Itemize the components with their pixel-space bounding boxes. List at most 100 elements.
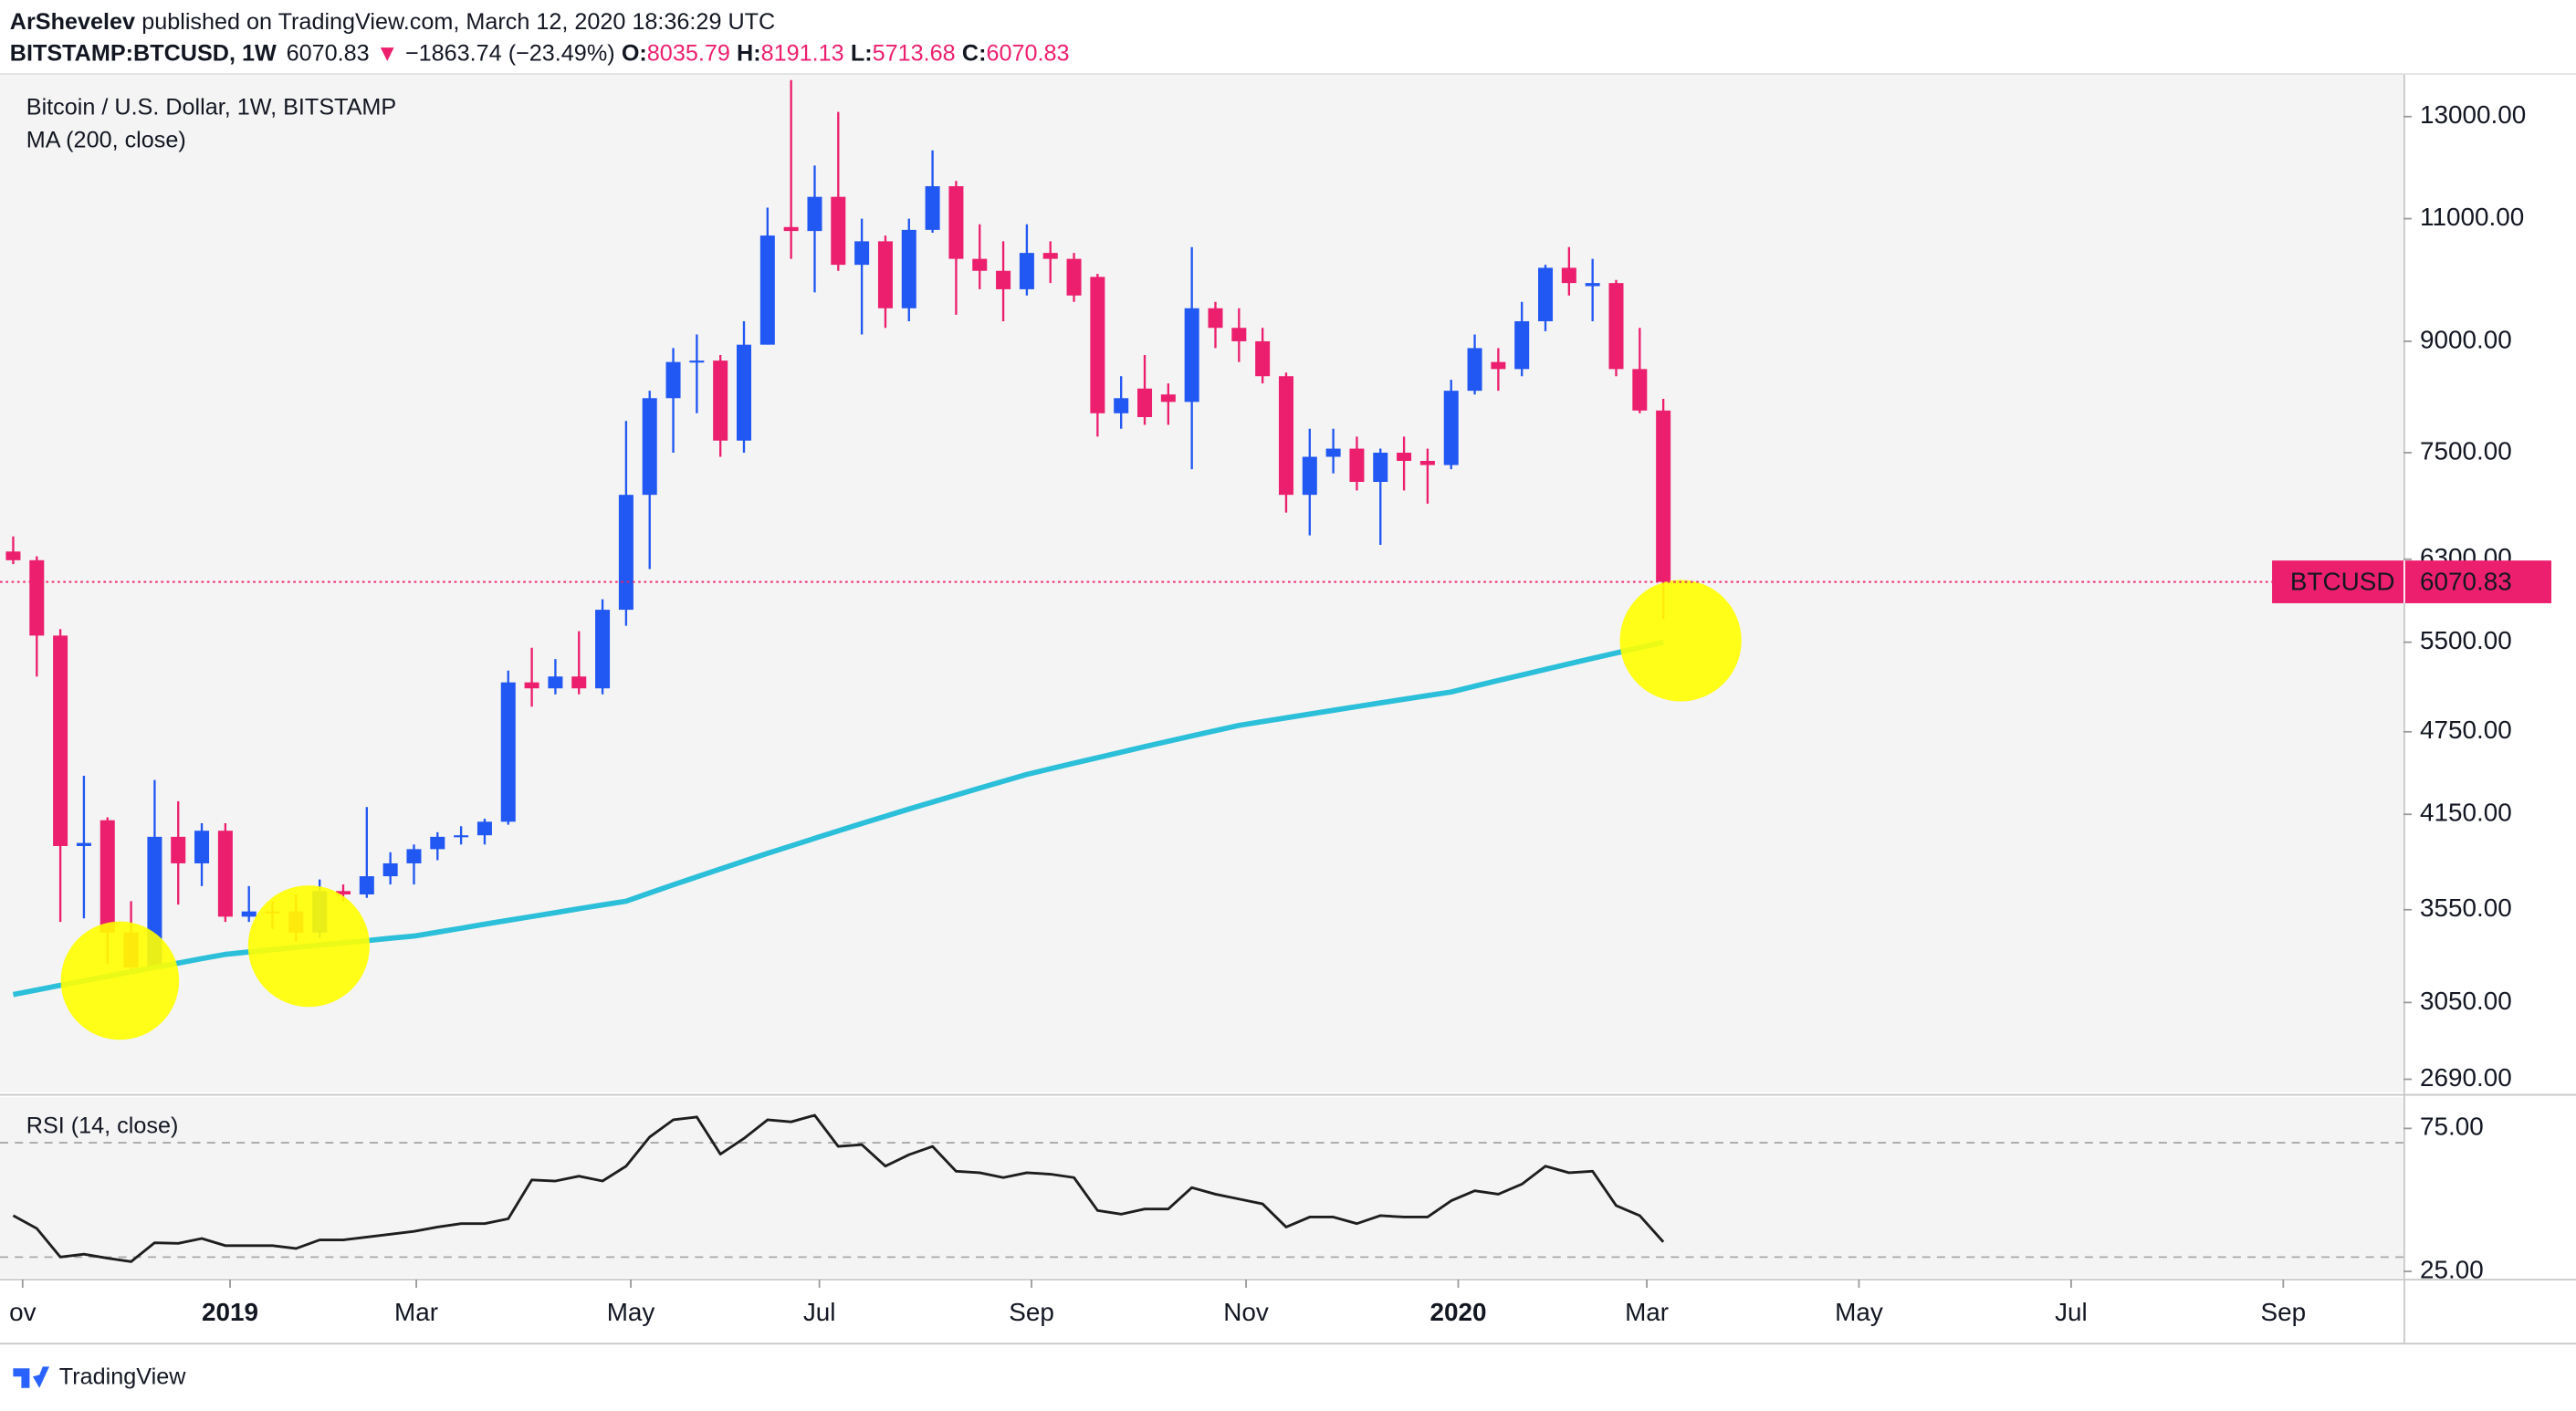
y-tick-label: 75.00 (2420, 1113, 2484, 1141)
ma-legend: MA (200, close) (26, 127, 186, 152)
candle-body (1019, 253, 1034, 289)
x-tick-label: Nov (1223, 1298, 1269, 1326)
candle-body (1231, 328, 1247, 341)
x-tick-label: 2019 (202, 1298, 258, 1326)
candle-body (925, 186, 940, 230)
candle-body (595, 610, 611, 689)
candle-body (1397, 453, 1412, 461)
open-label: O: (622, 40, 647, 66)
highlight-circle (1619, 580, 1742, 702)
candle-body (759, 235, 775, 345)
candle-body (831, 196, 846, 266)
candle-body (1443, 391, 1459, 465)
low-label: L: (851, 40, 873, 66)
x-tick-label: Sep (2261, 1298, 2307, 1326)
candle-body (1325, 448, 1341, 457)
candle-body (1491, 361, 1506, 370)
candle-body (689, 361, 705, 363)
candle-body (783, 226, 799, 232)
rsi-legend: RSI (14, close) (26, 1113, 179, 1138)
candle-body (335, 891, 351, 895)
candle-body (524, 682, 539, 689)
price-tag-symbol: BTCUSD (2290, 568, 2395, 596)
candle-body (1042, 253, 1058, 259)
axes: 2690.00 3050.00 3550.00 4150.00 4750.00 5500.… (9, 100, 2552, 1326)
candle-body (1066, 258, 1082, 296)
x-tick-label: Jul (803, 1298, 836, 1326)
candle-body (1090, 277, 1105, 413)
candle-body (194, 831, 210, 863)
candle-body (948, 186, 964, 259)
candle-body (901, 229, 916, 308)
candle-body (430, 836, 445, 850)
candle-body (99, 820, 115, 933)
candle-body (1160, 394, 1176, 402)
y-tick-label: 5500.00 (2420, 626, 2512, 654)
candle-body (1137, 388, 1153, 417)
published: published on TradingView.com, March 12, … (141, 9, 775, 35)
y-tick-label: 4150.00 (2420, 799, 2512, 827)
candle-body (406, 849, 422, 863)
x-tick-label: 2020 (1429, 1298, 1486, 1326)
high-label: H: (737, 40, 761, 66)
y-tick-label: 11000.00 (2420, 203, 2524, 231)
candle-body (1514, 320, 1530, 370)
candle-body (877, 241, 893, 308)
candle-body (1632, 369, 1648, 411)
candle-body (1255, 340, 1271, 377)
rsi-line (12, 1113, 1665, 1263)
candle-body (1349, 448, 1365, 483)
y-tick-label: 9000.00 (2420, 325, 2512, 353)
x-tick-label: ov (9, 1298, 37, 1326)
candle-body (171, 836, 186, 863)
candle-body (548, 676, 563, 689)
candle-body (1373, 453, 1388, 483)
rsi-plot (0, 1113, 2404, 1263)
candle-body (359, 876, 374, 895)
footer-logo (13, 1366, 49, 1388)
candle-body (1538, 267, 1554, 321)
x-tick-label: May (1835, 1298, 1883, 1326)
x-tick-label: Jul (2055, 1298, 2088, 1326)
candle-body (1114, 398, 1129, 413)
candle-body (76, 842, 91, 846)
highlight-circle (60, 921, 180, 1040)
candle-body (1467, 348, 1482, 392)
candle-body (1302, 456, 1317, 496)
price-tag-value: 6070.83 (2420, 568, 2512, 596)
candle-body (500, 682, 516, 822)
low-value: 5713.68 (873, 40, 956, 66)
last-price: 6070.83 (287, 40, 370, 66)
y-tick-label: 2690.00 (2420, 1063, 2512, 1092)
y-tick-label: 4750.00 (2420, 716, 2512, 744)
x-tick-label: Mar (1625, 1298, 1669, 1326)
brand: TradingView (59, 1364, 186, 1390)
header-line-2: BITSTAMP:BTCUSD, 1W 6070.83 ▼ −1863.74 (−23… (10, 40, 1070, 66)
candle-body (53, 635, 68, 846)
candle-body (476, 821, 492, 836)
high-value: 8191.13 (761, 40, 844, 66)
y-tick-label: 25.00 (2420, 1255, 2484, 1283)
candle-body (713, 361, 728, 441)
candle-body (1184, 308, 1199, 402)
candle-body (5, 551, 21, 560)
symbol: BITSTAMP:BTCUSD, 1W (10, 40, 277, 66)
close-label: C: (962, 40, 987, 66)
candle-body (1608, 283, 1624, 370)
candle-body (241, 911, 257, 917)
candle-body (1278, 376, 1293, 496)
y-tick-label: 3050.00 (2420, 987, 2512, 1015)
candle-body (454, 835, 469, 838)
highlights (60, 580, 1742, 1040)
x-tick-label: May (607, 1298, 655, 1326)
candle-body (1419, 460, 1435, 465)
candle-body (29, 559, 45, 636)
candle-body (1585, 283, 1600, 287)
candle-body (737, 344, 752, 441)
candle-body (618, 495, 634, 611)
candle-body (996, 270, 1011, 289)
candle-body (571, 676, 587, 689)
candle-body (382, 862, 398, 877)
candle-body (217, 831, 233, 917)
